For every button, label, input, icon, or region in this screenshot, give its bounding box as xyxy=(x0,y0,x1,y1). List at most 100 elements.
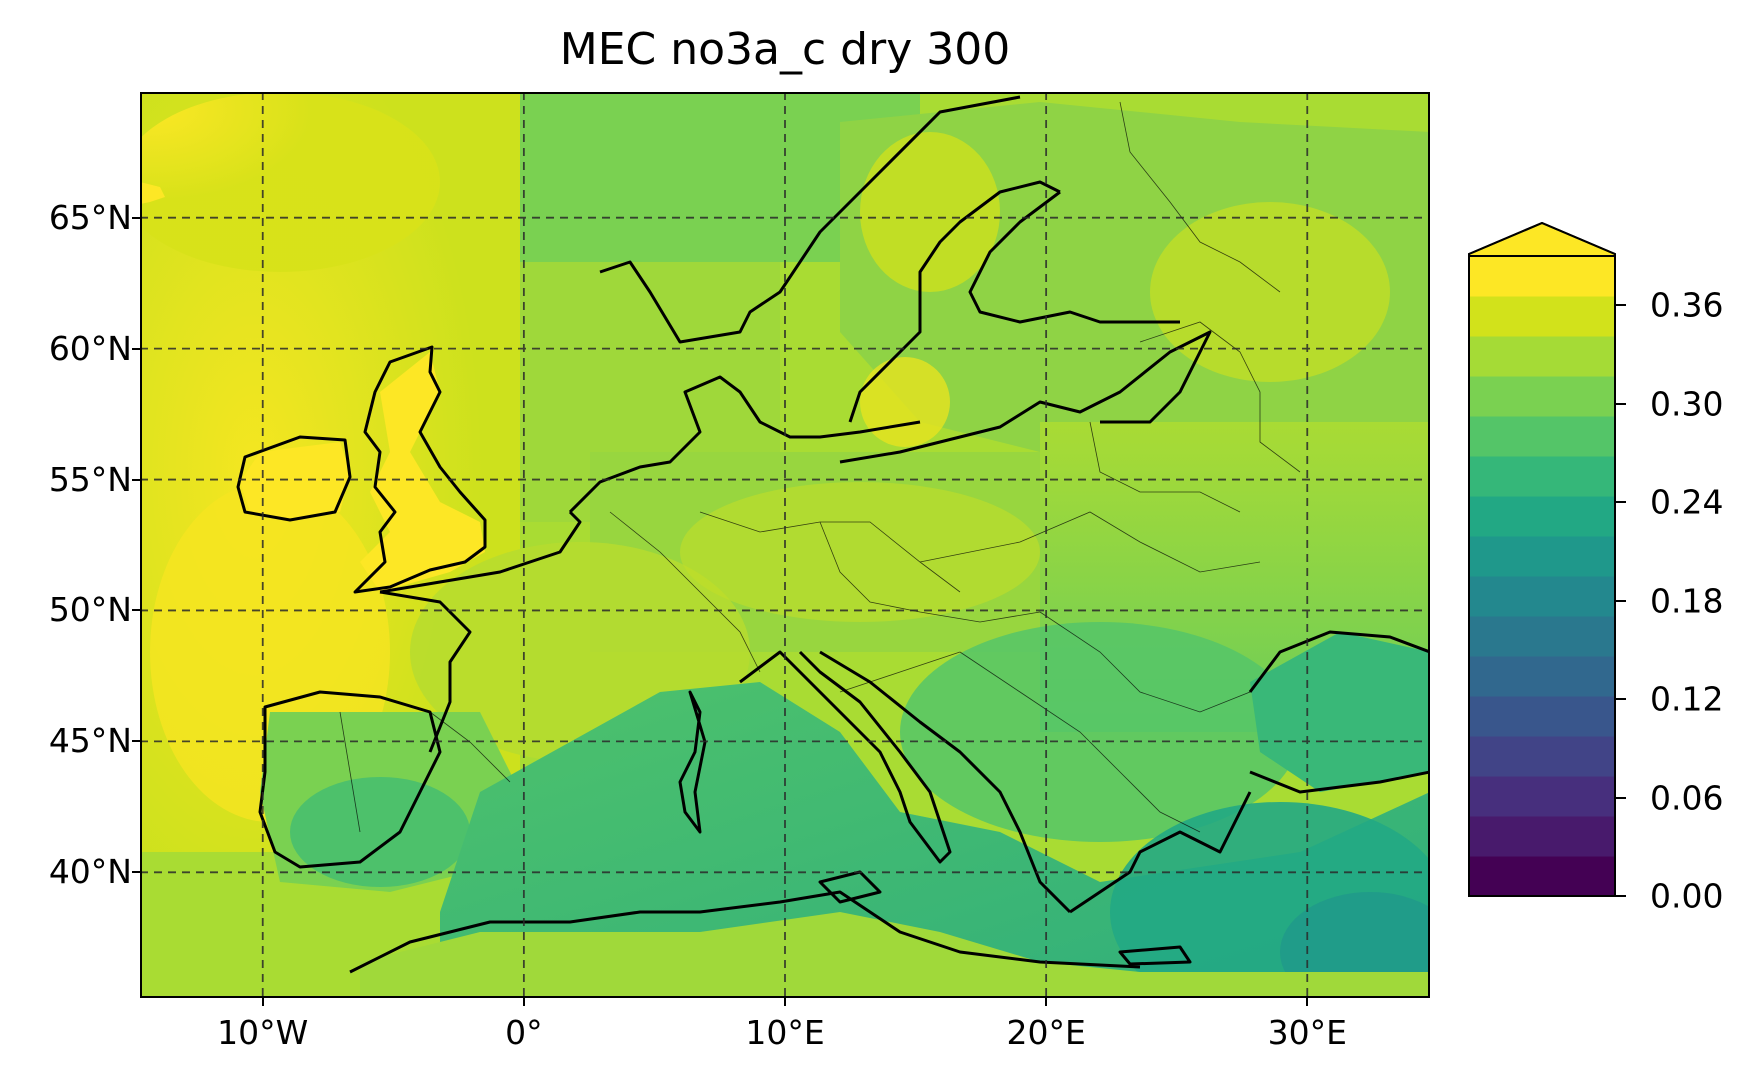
colorbar-band xyxy=(1469,256,1615,297)
colorbar-band xyxy=(1469,496,1615,537)
coast-iberia xyxy=(258,690,442,869)
colorbar-band xyxy=(1469,376,1615,417)
coastlines xyxy=(236,95,1428,974)
lat-label: 50°N xyxy=(48,590,132,630)
colorbar-band xyxy=(1469,856,1615,897)
colorbar-tick-label: 0.36 xyxy=(1650,285,1724,325)
colorbar-band xyxy=(1469,736,1615,777)
field-north-atlantic xyxy=(142,94,440,272)
border-5 xyxy=(1039,611,1251,713)
colorbar-tick xyxy=(1616,402,1626,405)
colorbar xyxy=(1468,222,1616,897)
coast-greece xyxy=(1069,791,1252,914)
field-south-sweden xyxy=(860,357,950,447)
colorbar-tick-label: 0.12 xyxy=(1650,679,1724,719)
colorbar-tick xyxy=(1616,304,1626,307)
colorbar-band xyxy=(1469,816,1615,857)
map-title: MEC no3a_c dry 300 xyxy=(559,24,1011,75)
colorbar-band xyxy=(1469,696,1615,737)
colorbar-tick-label: 0.18 xyxy=(1650,581,1724,621)
coast-sicily xyxy=(818,870,882,904)
lat-tick xyxy=(132,347,140,350)
lat-label: 55°N xyxy=(48,459,132,499)
lon-tick xyxy=(261,998,264,1006)
lon-tick xyxy=(784,998,786,1006)
colorbar-band xyxy=(1469,656,1615,697)
colorbar-tick-label: 0.24 xyxy=(1650,482,1724,522)
coast-france xyxy=(379,510,582,753)
field-east-med xyxy=(1280,892,1428,996)
lon-label: 0° xyxy=(505,1013,543,1052)
field-black-sea xyxy=(1250,632,1428,792)
colorbar-band xyxy=(1469,576,1615,617)
coast-ireland xyxy=(236,435,352,522)
coast-north-sea-continent xyxy=(568,375,921,514)
border-9 xyxy=(1119,101,1281,293)
lon-label: 10°E xyxy=(745,1013,825,1052)
border-1 xyxy=(609,511,761,673)
colorbar-bands xyxy=(1469,256,1615,897)
gridlines xyxy=(142,94,1428,996)
lat-label: 60°N xyxy=(48,328,132,368)
colorbar-tick xyxy=(1616,698,1626,701)
field-balkans xyxy=(900,622,1300,842)
coast-north-africa xyxy=(349,890,1141,974)
coast-norway xyxy=(599,95,1021,344)
lon-label: 30°E xyxy=(1267,1013,1347,1052)
colorbar-tick-label: 0.06 xyxy=(1650,778,1724,818)
colorbar-band xyxy=(1469,296,1615,337)
colorbar-tick xyxy=(1616,796,1626,799)
lon-label: 10°W xyxy=(217,1013,309,1052)
border-8 xyxy=(1139,321,1301,473)
border-4 xyxy=(919,511,1261,573)
border-2 xyxy=(699,511,961,593)
border-6 xyxy=(959,651,1201,833)
country-borders xyxy=(339,101,1301,833)
coast-great-britain xyxy=(353,345,487,594)
field-north-africa xyxy=(360,912,1428,996)
colorbar-band xyxy=(1469,616,1615,657)
map-svg xyxy=(142,94,1428,996)
colorbar-tick xyxy=(1616,501,1626,504)
border-7 xyxy=(1089,421,1241,513)
border-12 xyxy=(839,651,961,693)
coast-corsica-sardinia xyxy=(678,690,707,834)
colorbar-tick-label: 0.00 xyxy=(1650,876,1724,916)
border-3 xyxy=(819,521,1041,623)
lat-tick xyxy=(132,216,140,219)
field-scandes xyxy=(860,132,1000,292)
field-germany-band xyxy=(680,482,1040,622)
colorbar-tick xyxy=(1616,599,1626,602)
field-great-britain xyxy=(360,352,485,592)
colorbar-band xyxy=(1469,776,1615,817)
colorbar-band xyxy=(1469,416,1615,457)
lon-label: 20°E xyxy=(1006,1013,1086,1052)
lat-tick xyxy=(132,871,140,874)
lat-label: 65°N xyxy=(48,197,132,237)
lat-label: 45°N xyxy=(48,721,132,761)
colorbar-tick xyxy=(1616,895,1626,897)
coast-crete xyxy=(1118,945,1192,966)
lat-label: 40°N xyxy=(48,852,132,892)
map-panel xyxy=(140,92,1430,998)
field-finland xyxy=(1150,202,1390,382)
coast-sweden xyxy=(848,180,1061,423)
colorbar-outline xyxy=(1468,222,1616,897)
lon-tick xyxy=(522,998,525,1006)
lat-tick xyxy=(132,609,140,612)
coast-bothnia xyxy=(968,190,1180,324)
lat-tick xyxy=(132,478,140,481)
field-iberia-interior xyxy=(290,777,470,887)
colorbar-band xyxy=(1469,336,1615,377)
coast-black-sea xyxy=(1248,630,1428,794)
colorbar-extend-triangle xyxy=(1468,222,1616,257)
coast-adriatic xyxy=(819,650,1072,914)
field-iceland-fragment xyxy=(142,182,165,204)
border-10 xyxy=(339,711,361,833)
lon-tick xyxy=(1306,998,1309,1006)
lat-tick xyxy=(132,740,140,743)
field-ireland xyxy=(240,442,350,522)
coast-italy xyxy=(739,650,952,864)
lon-tick xyxy=(1045,998,1048,1006)
